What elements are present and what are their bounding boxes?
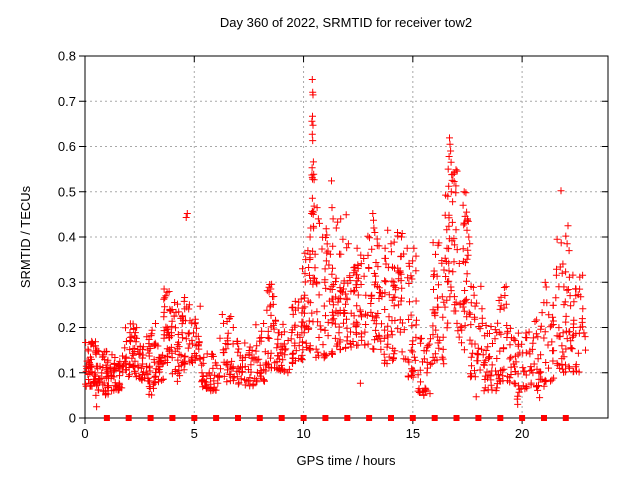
y-tick-label: 0	[69, 411, 76, 426]
x-tick-label: 10	[296, 426, 310, 441]
x-tick-label: 20	[515, 426, 529, 441]
y-tick-label: 0.4	[58, 230, 76, 245]
y-tick-label: 0.6	[58, 139, 76, 154]
y-tick-label: 0.1	[58, 365, 76, 380]
srmtid-plus-markers	[82, 76, 589, 411]
y-tick-label: 0.3	[58, 275, 76, 290]
y-axis-label: SRMTID / TECUs	[18, 185, 33, 288]
zero-hour-squares	[103, 415, 569, 421]
y-tick-label: 0.2	[58, 320, 76, 335]
scatter-points	[82, 76, 589, 421]
x-axis-label: GPS time / hours	[297, 453, 396, 468]
chart-title: Day 360 of 2022, SRMTID for receiver tow…	[220, 15, 472, 30]
y-tick-label: 0.8	[58, 49, 76, 64]
x-tick-label: 5	[191, 426, 198, 441]
y-tick-label: 0.7	[58, 94, 76, 109]
y-tick-label: 0.5	[58, 184, 76, 199]
x-tick-label: 0	[81, 426, 88, 441]
axis-labels: Day 360 of 2022, SRMTID for receiver tow…	[18, 15, 529, 468]
x-tick-label: 15	[406, 426, 420, 441]
